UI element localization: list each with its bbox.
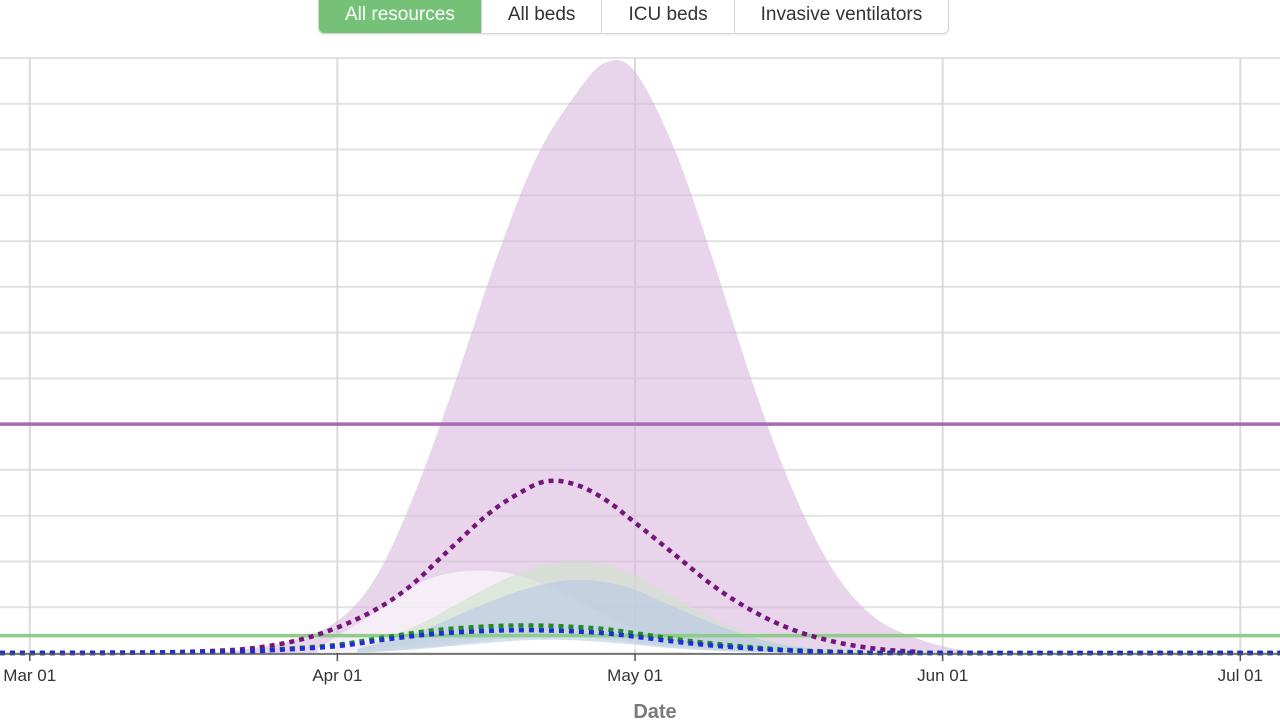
x-tick-label: Jun 01 xyxy=(917,666,968,685)
x-tick-label: May 01 xyxy=(607,666,663,685)
line-layer xyxy=(0,422,1280,656)
x-tick-label: Apr 01 xyxy=(312,666,362,685)
x-axis-title: Date xyxy=(633,701,676,720)
tab-invasive-ventilators[interactable]: Invasive ventilators xyxy=(733,0,949,33)
resource-tabs: All resources All beds ICU beds Invasive… xyxy=(318,0,950,34)
uncertainty-band-0 xyxy=(218,59,993,654)
tab-icu-beds[interactable]: ICU beds xyxy=(601,0,733,33)
x-tick-label: Mar 01 xyxy=(3,666,56,685)
tab-all-beds[interactable]: All beds xyxy=(480,0,602,33)
tab-all-resources[interactable]: All resources xyxy=(319,0,481,33)
projection-line-2 xyxy=(0,627,1280,656)
projection-line-0 xyxy=(0,478,1280,656)
x-tick-label: Jul 01 xyxy=(1218,666,1263,685)
axis-layer: Mar 01 Apr 01 May 01 Jun 01 Jul 01 xyxy=(0,653,1280,685)
